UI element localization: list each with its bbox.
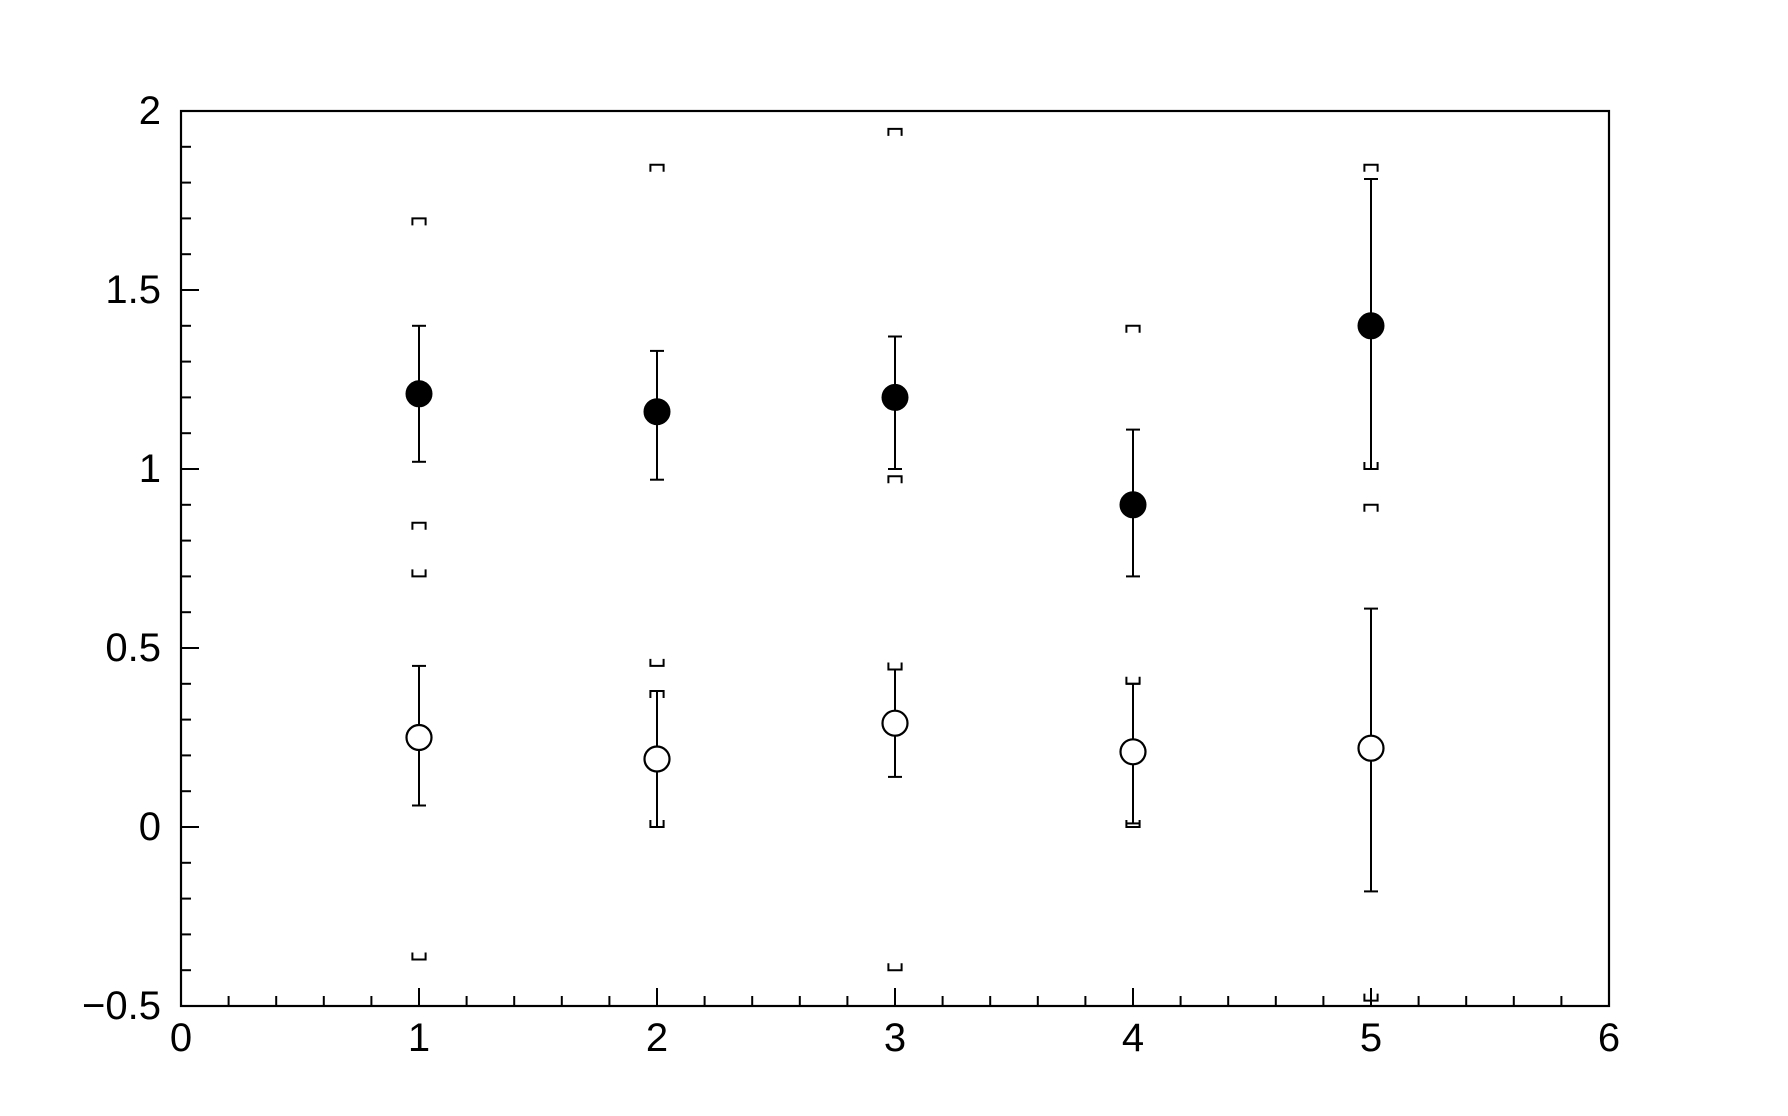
svg-text:3: 3 bbox=[884, 1016, 906, 1060]
svg-text:2: 2 bbox=[139, 89, 161, 133]
svg-text:1: 1 bbox=[139, 447, 161, 491]
svg-text:0.5: 0.5 bbox=[105, 626, 161, 670]
svg-text:2: 2 bbox=[646, 1016, 668, 1060]
svg-text:0: 0 bbox=[139, 805, 161, 849]
svg-text:6: 6 bbox=[1598, 1016, 1620, 1060]
svg-text:1.5: 1.5 bbox=[105, 268, 161, 312]
svg-text:5: 5 bbox=[1360, 1016, 1382, 1060]
svg-text:0: 0 bbox=[170, 1016, 192, 1060]
svg-text:1: 1 bbox=[408, 1016, 430, 1060]
svg-text:4: 4 bbox=[1122, 1016, 1144, 1060]
svg-text:−0.5: −0.5 bbox=[82, 984, 161, 1028]
